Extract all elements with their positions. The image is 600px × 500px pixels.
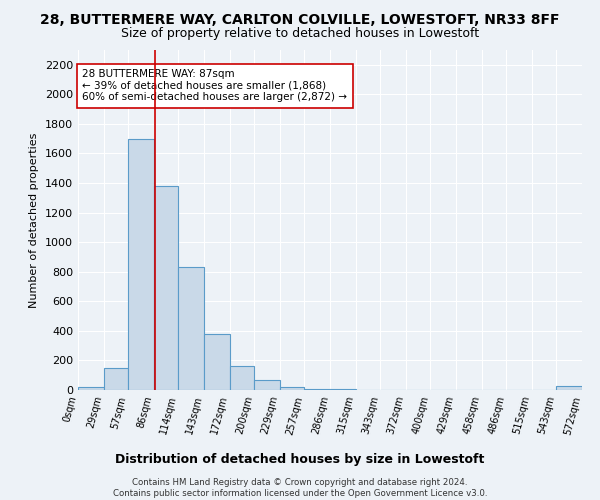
Bar [304, 388, 330, 390]
Text: 28, BUTTERMERE WAY, CARLTON COLVILLE, LOWESTOFT, NR33 8FF: 28, BUTTERMERE WAY, CARLTON COLVILLE, LO… [40, 12, 560, 26]
Bar [280, 387, 304, 390]
Bar [78, 387, 104, 390]
Bar [230, 366, 254, 390]
Text: 28 BUTTERMERE WAY: 87sqm
← 39% of detached houses are smaller (1,868)
60% of sem: 28 BUTTERMERE WAY: 87sqm ← 39% of detach… [82, 69, 347, 102]
Text: Size of property relative to detached houses in Lowestoft: Size of property relative to detached ho… [121, 28, 479, 40]
Bar [254, 380, 280, 390]
Bar [204, 334, 230, 390]
Text: Contains HM Land Registry data © Crown copyright and database right 2024.
Contai: Contains HM Land Registry data © Crown c… [113, 478, 487, 498]
Bar [128, 138, 154, 390]
Bar [104, 368, 128, 390]
Bar [178, 268, 204, 390]
Bar [556, 386, 582, 390]
Y-axis label: Number of detached properties: Number of detached properties [29, 132, 40, 308]
Bar [154, 186, 178, 390]
Text: Distribution of detached houses by size in Lowestoft: Distribution of detached houses by size … [115, 452, 485, 466]
